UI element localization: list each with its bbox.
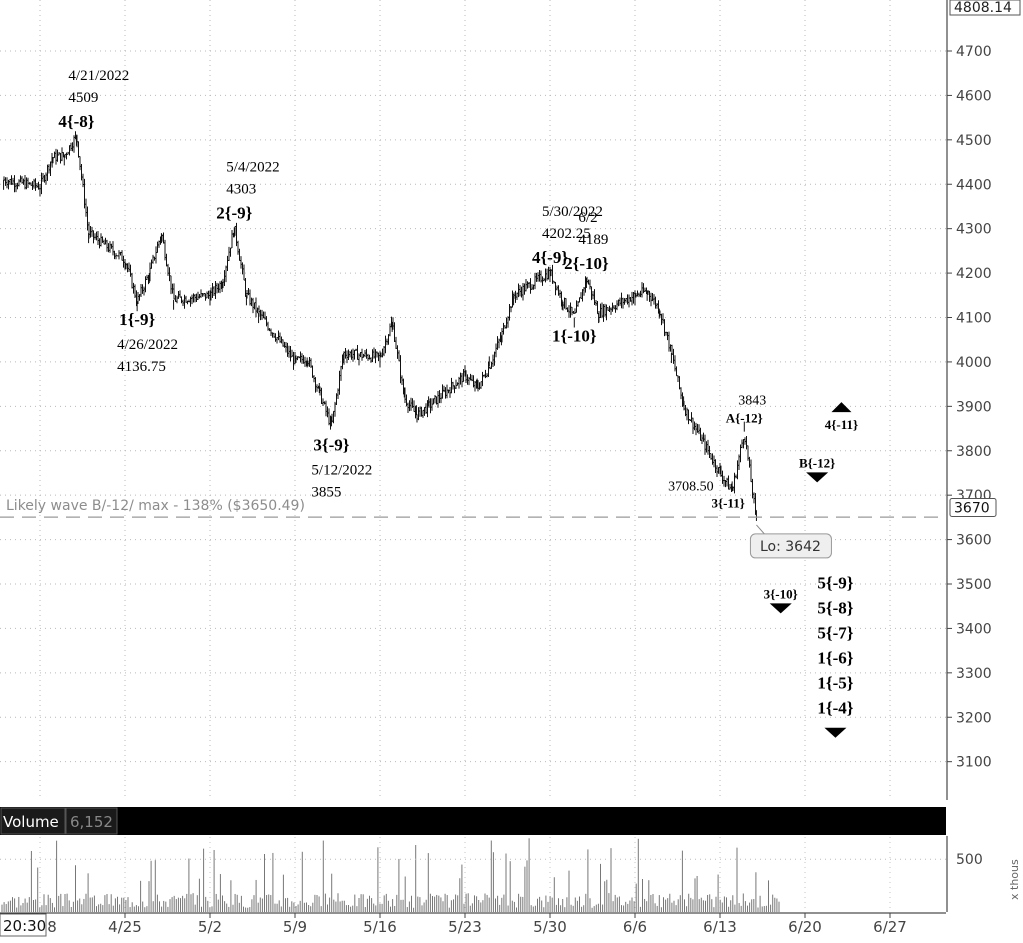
low-callout-box (749, 533, 832, 559)
projection-label: B{-12} (799, 455, 835, 470)
price-tick-label: 3900 (956, 399, 992, 415)
wave-label: 1{-9} (119, 310, 155, 329)
time-tick-label: 5/30 (533, 918, 567, 936)
stack-label: 1{-4} (817, 698, 853, 717)
stack-label: 1{-5} (817, 673, 853, 692)
volume-label: Volume (3, 813, 59, 831)
price-tick-label: 4600 (956, 88, 992, 104)
price-tick-label: 4300 (956, 222, 992, 238)
pivot-date: 6/2 (578, 210, 597, 226)
stack-label: 5{-8} (817, 598, 853, 617)
pivot-date: 4/26/2022 (117, 337, 178, 353)
up-arrow-icon (831, 402, 852, 413)
wave-label: A{-12} (726, 411, 763, 426)
pivot-date: 5/4/2022 (226, 159, 279, 175)
time-tick-label: 5/16 (363, 918, 397, 936)
price-tick-label: 3500 (956, 577, 992, 593)
price-axis[interactable]: 3100320033003400350036003700380039004000… (946, 0, 1021, 800)
wave-label: 3{-9} (313, 435, 349, 454)
volume-tick-label: 500 (956, 852, 983, 868)
stack-label: 1{-6} (817, 648, 853, 667)
wave-label: 2{-9} (216, 203, 252, 222)
pivot-price: 4509 (68, 90, 98, 106)
stack-label: 5{-9} (817, 573, 853, 592)
volume-label-box (0, 807, 66, 835)
down-arrow-icon (769, 603, 792, 614)
pivot-price: 3843 (738, 394, 766, 409)
top-price-label: 4808.14 (954, 0, 1012, 16)
price-tick-label: 4100 (956, 311, 992, 327)
grid (0, 0, 946, 912)
pivot-price: 3855 (311, 484, 341, 500)
price-tick-label: 3200 (956, 710, 992, 726)
time-tick-label: 6/6 (623, 918, 647, 936)
time-axis[interactable]: 4/184/255/25/95/165/235/306/66/136/206/2… (0, 912, 946, 937)
price-plot: Likely wave B/-12/ max - 138% ($3650.49)… (0, 131, 946, 559)
time-tick-label: 6/13 (703, 918, 737, 936)
wave-label: 2{-10} (564, 254, 609, 273)
projection-label: 3{-10} (764, 586, 798, 601)
wave-label: 3{-11} (711, 495, 744, 510)
down-arrow-icon (824, 727, 847, 738)
pivot-date: 5/30/2022 (542, 204, 603, 220)
time-tick-label: 6/27 (873, 918, 907, 936)
volume-panel: Volume 6,152 500 x thous (0, 807, 1021, 912)
wave-label: 1{-10} (552, 327, 597, 346)
price-tick-label: 4200 (956, 266, 992, 282)
price-tick-label: 4700 (956, 44, 992, 60)
pivot-price: 4202.25 (542, 226, 591, 242)
pivot-price: 4136.75 (117, 359, 166, 375)
pivot-price: 3708.50 (668, 479, 714, 494)
top-price-box (949, 0, 1021, 16)
time-tick-label: 4/25 (108, 918, 142, 936)
stack-label: 5{-7} (817, 623, 853, 642)
wave-annotations: 4{-8} 4509 4/21/2022 2{-9} 4303 5/4/2022 4{-9}… (58, 68, 858, 738)
pivot-date: 5/12/2022 (311, 462, 372, 478)
price-tick-label: 4400 (956, 177, 992, 193)
price-tick-label: 3300 (956, 666, 992, 682)
pivot-date: 4/21/2022 (68, 68, 129, 84)
wave-label: 4{-8} (58, 112, 94, 131)
price-tick-label: 4500 (956, 133, 992, 149)
price-tick-label: 3100 (956, 755, 992, 771)
volume-value-box (65, 807, 118, 835)
volume-bars (1, 838, 780, 912)
price-tick-label: 3800 (956, 444, 992, 460)
time-tick-label: 6/20 (788, 918, 822, 936)
time-badge-box[interactable] (0, 913, 47, 937)
volume-header-bar (0, 807, 946, 835)
current-price-box (949, 497, 997, 517)
time-tick-label: 5/2 (198, 918, 222, 936)
time-badge[interactable]: 20:30 (3, 917, 46, 935)
down-arrow-icon (806, 472, 829, 483)
time-tick-label: 5/9 (283, 918, 307, 936)
projection-label: 4{-11} (825, 417, 858, 432)
price-tick-label: 4000 (956, 355, 992, 371)
volume-value: 6,152 (70, 813, 113, 831)
volume-unit-label: x thous (1008, 859, 1021, 900)
pivot-price: 4189 (578, 232, 608, 248)
ohlc-bars (3, 131, 757, 521)
likely-wave-label: Likely wave B/-12/ max - 138% ($3650.49) (6, 498, 305, 514)
wave-label: 4{-9} (532, 248, 568, 267)
price-tick-label: 3400 (956, 621, 992, 637)
current-price-label: 3670 (954, 500, 990, 516)
pivot-price: 4303 (226, 181, 256, 197)
time-tick-label: 5/23 (448, 918, 482, 936)
price-tick-label: 3600 (956, 533, 992, 549)
low-callout-text: Lo: 3642 (760, 539, 821, 555)
